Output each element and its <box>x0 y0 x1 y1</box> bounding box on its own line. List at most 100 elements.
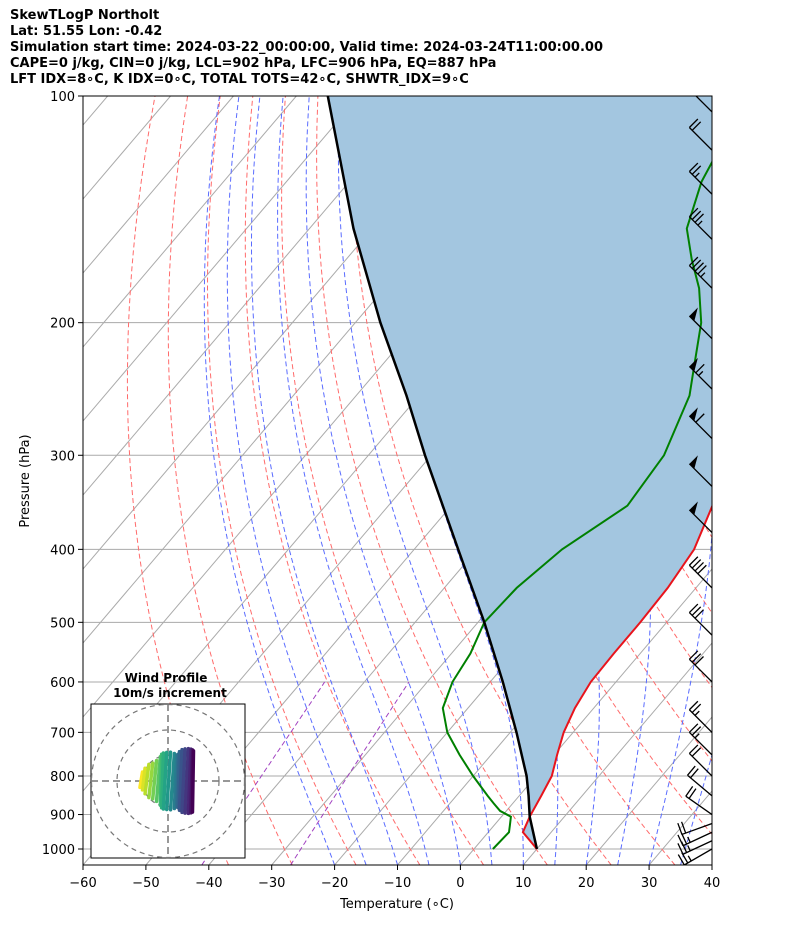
y-tick-label: 800 <box>50 770 75 785</box>
barb-full <box>694 561 704 572</box>
barb-full <box>691 703 702 714</box>
y-tick-label: 600 <box>50 676 75 691</box>
barb-half <box>687 855 692 862</box>
barb-half <box>698 370 704 377</box>
wind-barb <box>688 307 712 340</box>
x-tick-label: −40 <box>195 876 222 891</box>
barb-full <box>686 765 696 776</box>
dry-adiabat-line <box>206 96 357 865</box>
barb-flag <box>689 407 698 421</box>
isotherm-line <box>83 96 234 274</box>
barb-flag <box>689 455 698 469</box>
dry-adiabat-line <box>708 96 712 108</box>
station-coordinates: Lat: 51.55 Lon: -0.42 <box>10 24 163 39</box>
moist-adiabat-line <box>744 96 794 865</box>
y-tick-label: 500 <box>50 616 75 631</box>
hodograph-segment <box>140 766 147 792</box>
x-tick-label: 10 <box>515 876 532 891</box>
wind-barb <box>688 162 712 195</box>
y-tick-label: 100 <box>50 90 75 105</box>
isotherm-line <box>83 96 423 496</box>
moist-adiabat-line <box>203 96 336 865</box>
chart-title: SkewTLogP Northolt <box>10 8 160 23</box>
barb-full <box>688 788 697 799</box>
barb-full <box>691 165 702 175</box>
hodograph-segment <box>180 747 187 815</box>
barb-full <box>689 81 697 89</box>
barb-staff <box>682 831 712 847</box>
y-tick-label: 300 <box>50 449 75 464</box>
barb-full <box>688 207 699 218</box>
wind-barb <box>688 723 712 756</box>
y-tick-label: 1000 <box>42 843 75 858</box>
barb-full <box>677 834 684 847</box>
hodograph-segment <box>147 761 155 800</box>
barb-full <box>691 747 702 757</box>
barb-half <box>694 172 700 178</box>
hodograph-segment <box>183 746 191 815</box>
y-axis-ticks: 100 200 300 400 500 600 700 800 900 1000 <box>42 90 83 858</box>
dry-adiabat-line <box>774 96 794 865</box>
barb-full <box>688 723 699 733</box>
x-tick-label: −20 <box>321 876 348 891</box>
barb-staff <box>695 96 712 113</box>
barb-staff <box>681 822 712 836</box>
isotherm-line <box>585 716 712 865</box>
barb-full <box>692 84 700 92</box>
barb-full <box>688 744 699 754</box>
y-tick-label: 700 <box>50 726 75 741</box>
barb-staff <box>688 315 712 340</box>
moist-adiabat-line <box>711 863 712 865</box>
barb-staff <box>688 415 712 439</box>
dry-adiabat-line <box>316 96 548 865</box>
isotherm-line <box>397 494 712 865</box>
hodograph-segment <box>168 751 177 812</box>
wind-barb <box>688 357 712 390</box>
barb-full <box>677 822 683 835</box>
temperature-profile <box>521 503 712 850</box>
barb-full <box>688 603 699 613</box>
barb-full <box>691 726 702 736</box>
y-axis-label: Pressure (hPa) <box>18 434 33 527</box>
barb-staff <box>688 171 712 195</box>
wind-profile-inset: Wind Profile 10m/s increment <box>90 671 246 859</box>
x-axis-ticks: −60 −50 −40 −30 −20 −10 0 10 20 30 40 <box>69 865 720 891</box>
barb-staff <box>688 731 712 756</box>
wind-barb <box>688 744 712 777</box>
isotherm-line <box>83 96 360 422</box>
wind-barb <box>677 831 712 847</box>
x-tick-label: 30 <box>641 876 658 891</box>
simulation-times: Simulation start time: 2024-03-22_00:00:… <box>10 40 603 55</box>
barb-full <box>685 785 694 797</box>
barb-full <box>680 832 688 845</box>
wind-barb <box>688 256 712 289</box>
isotherm-line <box>460 568 712 865</box>
hodograph-segment <box>164 750 173 812</box>
barb-full <box>694 656 704 666</box>
wind-barb <box>688 207 712 240</box>
barb-flag <box>689 501 698 515</box>
barb-staff <box>688 658 712 683</box>
barb-half <box>694 733 700 739</box>
wind-barb <box>688 455 712 487</box>
hodograph-segment <box>177 747 184 813</box>
barb-flag <box>689 307 698 321</box>
x-tick-label: −30 <box>258 876 285 891</box>
cape-shaded-area <box>327 96 712 849</box>
wind-barb <box>686 765 712 797</box>
inset-title: Wind Profile <box>125 671 208 685</box>
wind-barb <box>685 785 712 816</box>
barb-full <box>688 162 699 172</box>
barb-full <box>691 121 702 131</box>
barb-full <box>697 265 707 275</box>
barb-staff <box>688 752 712 777</box>
barb-flag <box>689 357 698 372</box>
barb-full <box>691 259 702 269</box>
chart-header: SkewTLogP Northolt Lat: 51.55 Lon: -0.42… <box>10 8 603 88</box>
plot-area <box>83 81 794 865</box>
barb-full <box>688 256 699 267</box>
x-tick-label: −50 <box>132 876 159 891</box>
x-tick-label: −60 <box>69 876 96 891</box>
barb-staff <box>688 127 712 151</box>
barb-staff <box>687 774 712 797</box>
